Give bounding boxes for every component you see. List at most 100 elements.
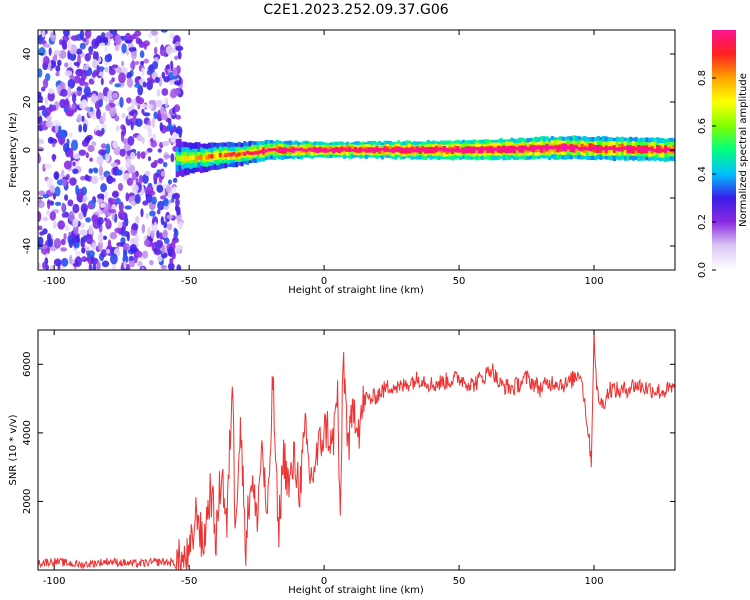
colorbar-label: Normalized spectral amplitude <box>738 73 749 227</box>
heatmap-signal-cell <box>499 147 503 151</box>
heatmap-signal-cell <box>666 147 671 151</box>
heatmap-signal-cell <box>537 145 541 150</box>
heatmap-noise-cell <box>97 92 104 103</box>
heatmap-noise-cell <box>144 170 151 176</box>
heatmap-noise-cell <box>170 136 176 143</box>
heatmap-noise-cell <box>137 97 145 105</box>
heatmap-noise-cell <box>99 175 105 181</box>
heatmap-noise-cell <box>79 222 85 228</box>
heatmap-noise-cell <box>53 258 62 267</box>
heatmap-noise-cell <box>134 216 140 225</box>
heatmap-noise-cell <box>173 133 180 138</box>
colorbar-ticks: 0.0 0.2 0.4 0.6 0.8 <box>697 70 716 278</box>
heatmap-noise-cell <box>140 208 144 218</box>
heatmap-signal-cell <box>397 149 401 152</box>
heatmap-signal-cell <box>243 152 247 156</box>
heatmap-noise-cell <box>82 37 87 42</box>
heatmap-noise-cell <box>87 144 95 153</box>
heatmap-noise-cell <box>143 235 148 240</box>
heatmap-signal-cell <box>313 148 317 151</box>
heatmap-signal-cell <box>267 148 271 152</box>
heatmap-signal-cell <box>240 151 244 156</box>
heatmap-signal-cell <box>459 149 463 153</box>
heatmap-noise-cell <box>101 260 110 268</box>
heatmap-noise-cell <box>96 260 101 270</box>
heatmap-noise-cell <box>140 151 146 159</box>
heatmap-signal-cell <box>572 145 576 149</box>
top-x-axis-label: Height of straight line (km) <box>288 285 424 296</box>
heatmap-noise-cell <box>96 64 100 76</box>
heatmap-noise-cell <box>122 243 130 251</box>
heatmap-signal-cell <box>432 147 436 151</box>
heatmap-noise-cell <box>124 39 132 44</box>
heatmap-noise-cell <box>72 217 79 228</box>
heatmap-noise-cell <box>52 192 57 200</box>
heatmap-noise-cell <box>59 82 65 90</box>
heatmap-signal-cell <box>364 149 368 153</box>
heatmap-noise-cell <box>52 220 57 229</box>
heatmap-signal-cell <box>594 145 598 150</box>
heatmap-noise-cell <box>163 204 169 210</box>
heatmap-noise-cell <box>104 66 109 73</box>
heatmap-noise-cell <box>149 259 154 266</box>
heatmap-noise-cell <box>68 211 75 222</box>
heatmap-noise-cell <box>147 226 151 237</box>
y-tick-label: 2000 <box>22 489 33 514</box>
heatmap-noise-cell <box>141 266 145 270</box>
heatmap-noise-cell <box>172 106 176 114</box>
heatmap-noise-cell <box>151 61 159 70</box>
heatmap-noise-cell <box>100 249 107 258</box>
heatmap-signal-cell <box>394 148 398 152</box>
heatmap-signal-cell <box>526 147 530 151</box>
heatmap-noise-cell <box>47 88 55 94</box>
heatmap-noise-cell <box>84 30 92 39</box>
heatmap-noise-cell <box>166 123 173 132</box>
heatmap-noise-cell <box>70 139 79 151</box>
heatmap-noise-cell <box>104 190 109 202</box>
heatmap-signal-cell <box>375 148 379 151</box>
heatmap-noise-cell <box>109 30 118 35</box>
heatmap-noise-cell <box>159 122 163 132</box>
heatmap-noise-cell <box>55 124 59 134</box>
heatmap-noise-cell <box>133 112 137 119</box>
heatmap-noise-cell <box>84 174 90 181</box>
heatmap-signal-cell <box>332 148 336 151</box>
heatmap-noise-cell <box>67 87 72 98</box>
heatmap-noise-cell <box>38 196 42 204</box>
heatmap-signal-cell <box>391 148 395 151</box>
heatmap-noise-cell <box>75 48 83 55</box>
heatmap-noise-cell <box>81 115 85 122</box>
heatmap-noise-cell <box>72 161 76 167</box>
heatmap-noise-cell <box>38 111 41 118</box>
heatmap-noise-cell <box>38 211 42 222</box>
heatmap-noise-cell <box>59 98 67 109</box>
heatmap-signal-cell <box>283 148 287 151</box>
heatmap-noise-cell <box>148 99 156 105</box>
heatmap-noise-cell <box>160 170 165 177</box>
heatmap-signal-cell <box>626 146 630 150</box>
heatmap-noise-cell <box>118 201 124 212</box>
heatmap-noise-cell <box>134 194 141 204</box>
heatmap-noise-cell <box>156 230 160 239</box>
heatmap-noise-cell <box>84 53 91 62</box>
heatmap-noise-cell <box>78 124 83 133</box>
heatmap-noise-cell <box>55 65 61 72</box>
spectrogram-panel: -100 -50 0 50 100 -40 -20 0 20 40 Height of stra… <box>8 29 676 296</box>
heatmap-noise-cell <box>176 264 182 270</box>
heatmap-signal-cell <box>202 155 206 161</box>
heatmap-noise-cell <box>159 232 163 240</box>
heatmap-noise-cell <box>173 227 178 234</box>
colorbar-tick-label: 0.2 <box>697 214 708 230</box>
heatmap-noise-cell <box>55 71 60 77</box>
heatmap-noise-cell <box>92 59 98 69</box>
heatmap-noise-cell <box>74 256 82 267</box>
heatmap-signal-cell <box>445 148 449 151</box>
heatmap-noise-cell <box>91 114 98 120</box>
heatmap-noise-cell <box>75 184 79 196</box>
heatmap-noise-cell <box>80 70 87 81</box>
colorbar-gradient <box>712 30 736 270</box>
heatmap-noise-cell <box>54 186 61 197</box>
heatmap-signal-cell <box>272 147 276 151</box>
heatmap-noise-cell <box>56 84 61 94</box>
heatmap-noise-cell <box>144 239 150 247</box>
